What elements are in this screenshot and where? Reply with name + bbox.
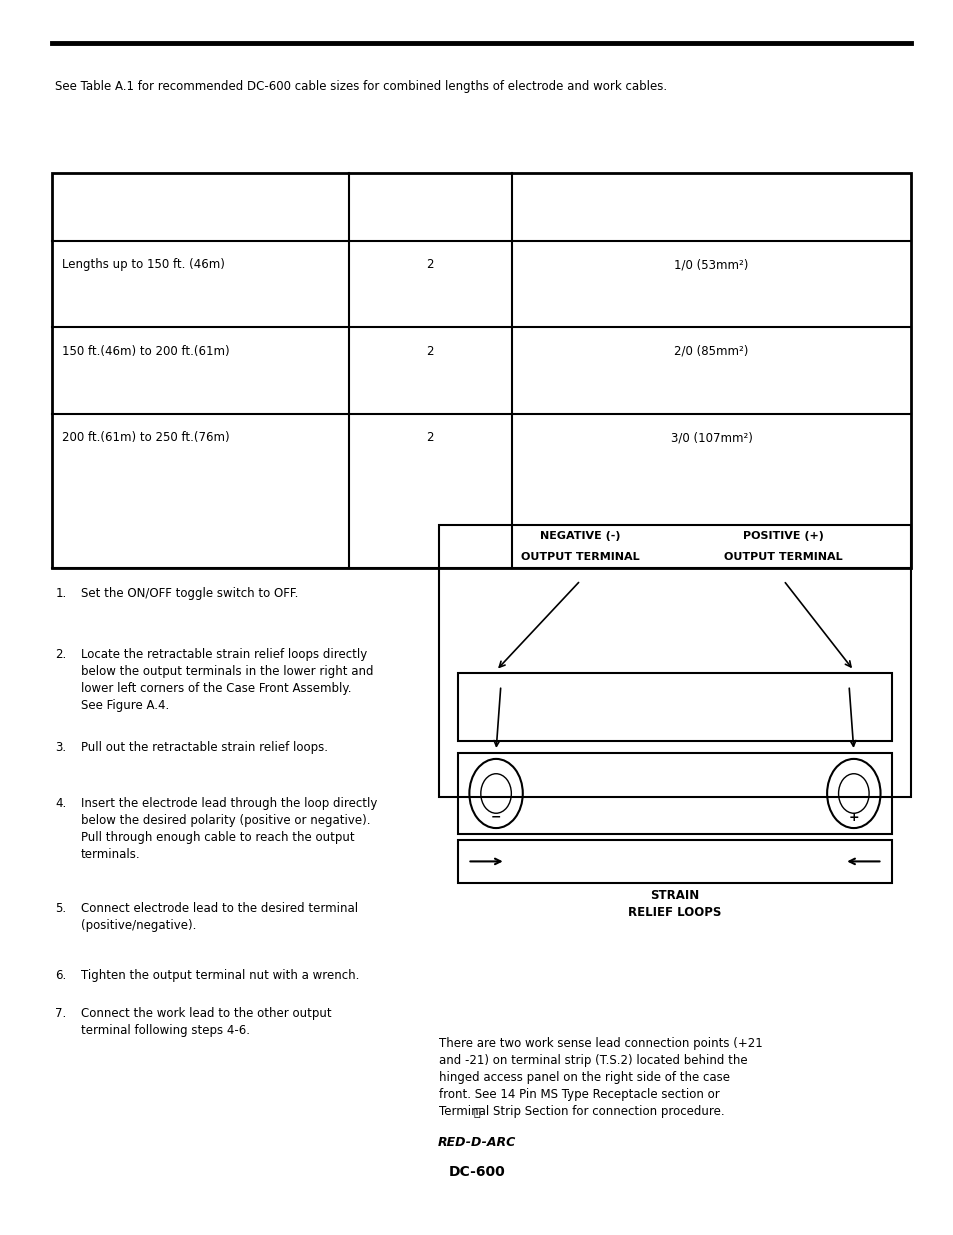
Text: Pull out the retractable strain relief loops.: Pull out the retractable strain relief l… — [81, 741, 328, 755]
Text: 2: 2 — [426, 258, 434, 272]
Text: 1.: 1. — [55, 587, 67, 600]
Text: 2.: 2. — [55, 648, 67, 662]
Text: RED-D-ARC: RED-D-ARC — [437, 1135, 516, 1149]
Text: STRAIN
RELIEF LOOPS: STRAIN RELIEF LOOPS — [628, 889, 720, 919]
Text: 200 ft.(61m) to 250 ft.(76m): 200 ft.(61m) to 250 ft.(76m) — [62, 431, 230, 445]
Text: OUTPUT TERMINAL: OUTPUT TERMINAL — [520, 552, 639, 562]
Text: −: − — [490, 810, 501, 824]
Text: 7.: 7. — [55, 1007, 67, 1020]
Text: 2: 2 — [426, 345, 434, 358]
Text: Lengths up to 150 ft. (46m): Lengths up to 150 ft. (46m) — [62, 258, 225, 272]
Text: POSITIVE (+): POSITIVE (+) — [742, 531, 823, 541]
Text: 150 ft.(46m) to 200 ft.(61m): 150 ft.(46m) to 200 ft.(61m) — [62, 345, 230, 358]
Text: See Table A.1 for recommended DC-600 cable sizes for combined lengths of electro: See Table A.1 for recommended DC-600 cab… — [55, 80, 667, 94]
Text: Connect electrode lead to the desired terminal
(positive/negative).: Connect electrode lead to the desired te… — [81, 902, 357, 931]
Text: 1/0 (53mm²): 1/0 (53mm²) — [674, 258, 748, 272]
Text: Insert the electrode lead through the loop directly
below the desired polarity (: Insert the electrode lead through the lo… — [81, 797, 377, 861]
Text: 2/0 (85mm²): 2/0 (85mm²) — [674, 345, 748, 358]
Text: 5.: 5. — [55, 902, 67, 915]
Text: Locate the retractable strain relief loops directly
below the output terminals i: Locate the retractable strain relief loo… — [81, 648, 374, 713]
Text: DC-600: DC-600 — [448, 1166, 505, 1179]
Text: 6.: 6. — [55, 969, 67, 983]
Text: 4.: 4. — [55, 797, 67, 810]
Text: +: + — [847, 810, 859, 824]
Text: ⛰: ⛰ — [474, 1108, 479, 1118]
Text: Connect the work lead to the other output
terminal following steps 4-6.: Connect the work lead to the other outpu… — [81, 1007, 332, 1036]
Text: There are two work sense lead connection points (+21
and -21) on terminal strip : There are two work sense lead connection… — [438, 1037, 761, 1119]
Text: NEGATIVE (-): NEGATIVE (-) — [539, 531, 620, 541]
Text: Set the ON/OFF toggle switch to OFF.: Set the ON/OFF toggle switch to OFF. — [81, 587, 298, 600]
Text: Tighten the output terminal nut with a wrench.: Tighten the output terminal nut with a w… — [81, 969, 359, 983]
Text: OUTPUT TERMINAL: OUTPUT TERMINAL — [723, 552, 842, 562]
Text: 3/0 (107mm²): 3/0 (107mm²) — [670, 431, 752, 445]
Text: 2: 2 — [426, 431, 434, 445]
Text: 3.: 3. — [55, 741, 67, 755]
